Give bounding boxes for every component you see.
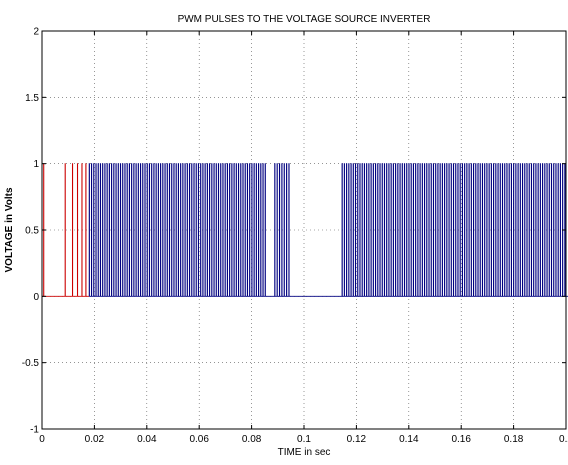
y-ticks: -1 -0.5 0 0.5 1 1.5 2	[22, 27, 566, 436]
x-axis-label: TIME in sec	[278, 447, 331, 458]
x-tick-label: 0.2	[559, 434, 568, 445]
x-tick-label: 0.18	[504, 434, 524, 445]
series-0-line	[42, 163, 90, 297]
x-tick-label: 0.04	[137, 434, 157, 445]
y-tick-label: 0	[33, 292, 39, 303]
y-tick-label: 1	[33, 159, 39, 170]
x-tick-label: 0.14	[399, 434, 419, 445]
x-tick-label: 0.06	[189, 434, 209, 445]
x-tick-label: 0.16	[451, 434, 471, 445]
y-tick-label: -0.5	[22, 358, 40, 369]
series-1-line	[88, 163, 568, 297]
y-tick-label: 1.5	[25, 93, 39, 104]
x-tick-label: 0	[39, 434, 45, 445]
x-tick-label: 0.1	[297, 434, 311, 445]
y-axis-label: VOLTAGE in Volts	[4, 187, 15, 272]
series-layer	[42, 163, 568, 297]
y-tick-label: 0.5	[25, 226, 39, 237]
x-tick-label: 0.08	[242, 434, 262, 445]
x-ticks: 0 0.02 0.04 0.06 0.08 0.1 0.12 0.14 0.16 0.18 0.2	[39, 31, 568, 445]
y-tick-label: -1	[30, 425, 39, 436]
x-tick-label: 0.12	[347, 434, 367, 445]
y-tick-label: 2	[33, 27, 39, 38]
chart-title: PWM PULSES TO THE VOLTAGE SOURCE INVERTE…	[178, 14, 431, 25]
x-tick-label: 0.02	[85, 434, 105, 445]
